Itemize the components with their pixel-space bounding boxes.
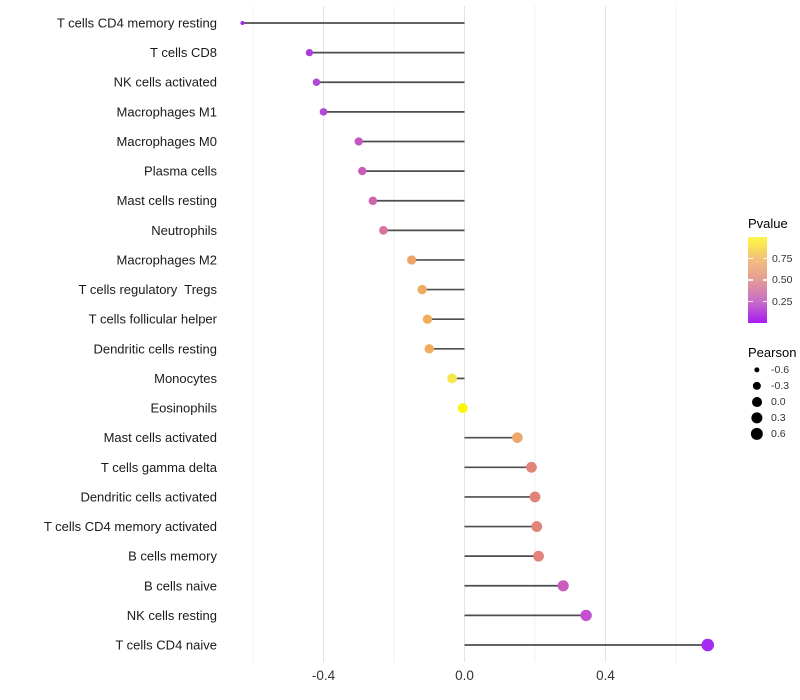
pearson-size-label: 0.6 <box>771 428 786 440</box>
pvalue-bar-tick <box>748 300 753 303</box>
pvalue-gradient-bar <box>748 237 767 323</box>
pvalue-bar-tick <box>762 300 767 303</box>
pearson-size-dot <box>750 427 764 441</box>
category-label: Eosinophils <box>151 401 218 416</box>
lollipop-dot <box>701 638 715 652</box>
pvalue-legend-title: Pvalue <box>748 216 788 231</box>
lollipop-dot <box>417 284 427 295</box>
lollipop-dot <box>526 461 537 473</box>
pearson-size-label: -0.3 <box>771 380 790 392</box>
x-tick-label: 0.4 <box>596 668 615 683</box>
lollipop-dot <box>557 580 569 592</box>
category-label: B cells naive <box>144 578 217 593</box>
category-label: T cells CD8 <box>150 45 217 60</box>
lollipop-dot <box>240 21 245 25</box>
lollipop-dot <box>422 314 433 324</box>
lollipop-dot <box>457 403 468 414</box>
category-label: T cells gamma delta <box>101 460 218 475</box>
category-label: NK cells activated <box>114 75 217 90</box>
pvalue-bar-tick <box>762 279 767 281</box>
pearson-size-dot <box>752 381 762 391</box>
pvalue-tick-label: 0.75 <box>772 252 793 265</box>
lollipop-dot <box>354 137 363 146</box>
category-label: Macrophages M1 <box>117 104 217 119</box>
category-label: Macrophages M0 <box>117 134 217 149</box>
category-label: T cells regulatory Tregs <box>79 282 218 297</box>
category-label: Dendritic cells activated <box>80 489 217 504</box>
lollipop-dot <box>533 550 544 562</box>
lollipop-dot <box>379 225 388 235</box>
lollipop-dot <box>580 609 592 622</box>
category-label: Mast cells activated <box>104 430 217 445</box>
lollipop-dot <box>358 166 367 176</box>
pvalue-bar-tick <box>748 257 753 260</box>
lollipop-dot <box>407 255 417 265</box>
lollipop-dot <box>531 521 543 532</box>
lollipop-dot <box>319 108 328 116</box>
pearson-size-dot <box>751 412 763 424</box>
pvalue-tick-label: 0.25 <box>772 295 793 308</box>
category-label: NK cells resting <box>127 608 217 623</box>
category-label: T cells CD4 naive <box>115 638 217 653</box>
category-label: Dendritic cells resting <box>93 341 217 356</box>
lollipop-dot <box>447 373 458 384</box>
pearson-size-dot <box>752 397 762 407</box>
category-label: Macrophages M2 <box>117 252 217 267</box>
lollipop-dot <box>368 196 378 205</box>
pearson-size-label: 0.0 <box>771 396 786 408</box>
lollipop-dot <box>305 48 314 57</box>
x-tick-label: 0.0 <box>455 668 474 683</box>
category-label: T cells CD4 memory resting <box>57 16 217 31</box>
pearson-legend-title: Pearson <box>748 345 797 360</box>
lollipop-dot <box>512 432 523 443</box>
pvalue-bar-tick <box>762 257 767 260</box>
pvalue-tick-label: 0.50 <box>772 274 793 286</box>
category-label: B cells memory <box>128 549 217 564</box>
lollipop-dot <box>424 344 434 354</box>
lollipop-dot <box>312 78 321 86</box>
pvalue-bar-tick <box>748 279 753 281</box>
category-label: Monocytes <box>154 371 217 386</box>
category-label: T cells CD4 memory activated <box>44 519 217 534</box>
category-label: Plasma cells <box>144 164 217 179</box>
pearson-size-label: -0.6 <box>771 364 790 376</box>
category-label: Neutrophils <box>151 223 217 238</box>
category-label: T cells follicular helper <box>89 312 218 327</box>
pearson-size-dot <box>754 367 760 373</box>
pearson-size-label: 0.3 <box>771 412 786 424</box>
x-tick-label: -0.4 <box>312 668 336 683</box>
category-label: Mast cells resting <box>117 193 217 208</box>
lollipop-dot <box>529 491 541 503</box>
